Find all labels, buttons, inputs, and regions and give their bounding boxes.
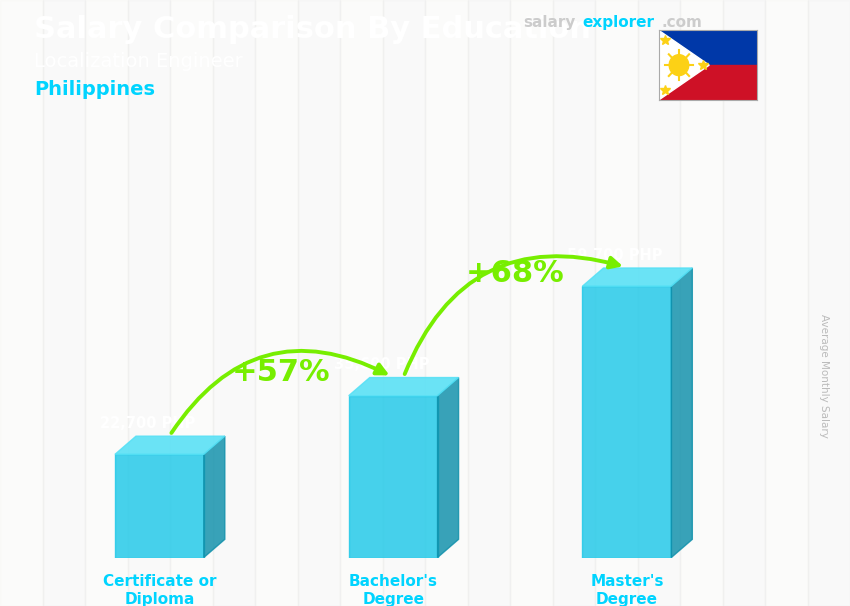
Text: 59,700 PHP: 59,700 PHP	[568, 247, 663, 262]
Text: +57%: +57%	[231, 358, 331, 387]
Text: +68%: +68%	[465, 259, 564, 287]
Polygon shape	[659, 30, 709, 100]
Polygon shape	[204, 436, 224, 558]
Text: 35,600 PHP: 35,600 PHP	[334, 357, 429, 372]
Bar	[722, 0, 765, 606]
Polygon shape	[348, 378, 459, 396]
Polygon shape	[582, 268, 692, 286]
Bar	[425, 0, 468, 606]
Text: Localization Engineer: Localization Engineer	[34, 52, 243, 70]
Bar	[808, 0, 850, 606]
Text: .com: .com	[661, 15, 702, 30]
Bar	[510, 0, 552, 606]
Bar	[638, 0, 680, 606]
Bar	[170, 0, 212, 606]
Bar	[765, 0, 808, 606]
Polygon shape	[115, 436, 224, 454]
Bar	[115, 454, 204, 558]
Circle shape	[669, 55, 689, 76]
Text: 22,700 PHP: 22,700 PHP	[100, 416, 196, 431]
Text: Salary Comparison By Education: Salary Comparison By Education	[34, 15, 591, 44]
Bar	[595, 0, 638, 606]
Bar	[348, 396, 438, 558]
Bar	[659, 30, 756, 65]
Bar	[128, 0, 170, 606]
Bar	[552, 0, 595, 606]
Bar	[382, 0, 425, 606]
Bar	[0, 0, 42, 606]
Bar	[659, 65, 756, 100]
Bar	[468, 0, 510, 606]
Bar	[42, 0, 85, 606]
Bar	[680, 0, 722, 606]
Text: salary: salary	[523, 15, 575, 30]
Text: Average Monthly Salary: Average Monthly Salary	[819, 314, 829, 438]
Bar	[212, 0, 255, 606]
Bar	[255, 0, 298, 606]
Bar	[582, 286, 672, 558]
Bar	[298, 0, 340, 606]
Text: explorer: explorer	[582, 15, 654, 30]
Bar	[340, 0, 382, 606]
Polygon shape	[438, 378, 459, 558]
Bar	[85, 0, 128, 606]
Polygon shape	[672, 268, 692, 558]
Text: Philippines: Philippines	[34, 80, 155, 99]
